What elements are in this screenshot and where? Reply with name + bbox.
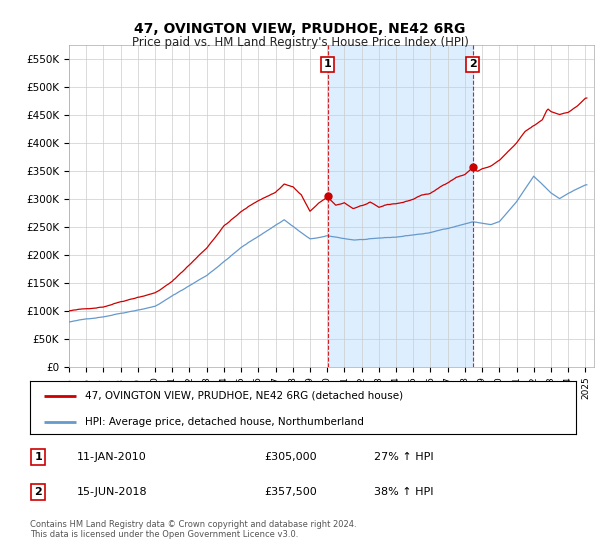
Text: Price paid vs. HM Land Registry's House Price Index (HPI): Price paid vs. HM Land Registry's House … — [131, 36, 469, 49]
Text: 11-JAN-2010: 11-JAN-2010 — [76, 452, 146, 462]
Text: £357,500: £357,500 — [265, 487, 317, 497]
Text: 1: 1 — [324, 59, 332, 69]
Bar — [328, 45, 473, 367]
Text: Contains HM Land Registry data © Crown copyright and database right 2024.
This d: Contains HM Land Registry data © Crown c… — [30, 520, 356, 539]
Text: 38% ↑ HPI: 38% ↑ HPI — [374, 487, 433, 497]
Text: HPI: Average price, detached house, Northumberland: HPI: Average price, detached house, Nort… — [85, 417, 364, 427]
Text: 47, OVINGTON VIEW, PRUDHOE, NE42 6RG (detached house): 47, OVINGTON VIEW, PRUDHOE, NE42 6RG (de… — [85, 391, 403, 401]
Text: 1: 1 — [34, 452, 42, 462]
Text: £305,000: £305,000 — [265, 452, 317, 462]
Text: 47, OVINGTON VIEW, PRUDHOE, NE42 6RG: 47, OVINGTON VIEW, PRUDHOE, NE42 6RG — [134, 22, 466, 36]
Text: 27% ↑ HPI: 27% ↑ HPI — [374, 452, 434, 462]
Text: 15-JUN-2018: 15-JUN-2018 — [76, 487, 147, 497]
Text: 2: 2 — [34, 487, 42, 497]
Text: 2: 2 — [469, 59, 476, 69]
